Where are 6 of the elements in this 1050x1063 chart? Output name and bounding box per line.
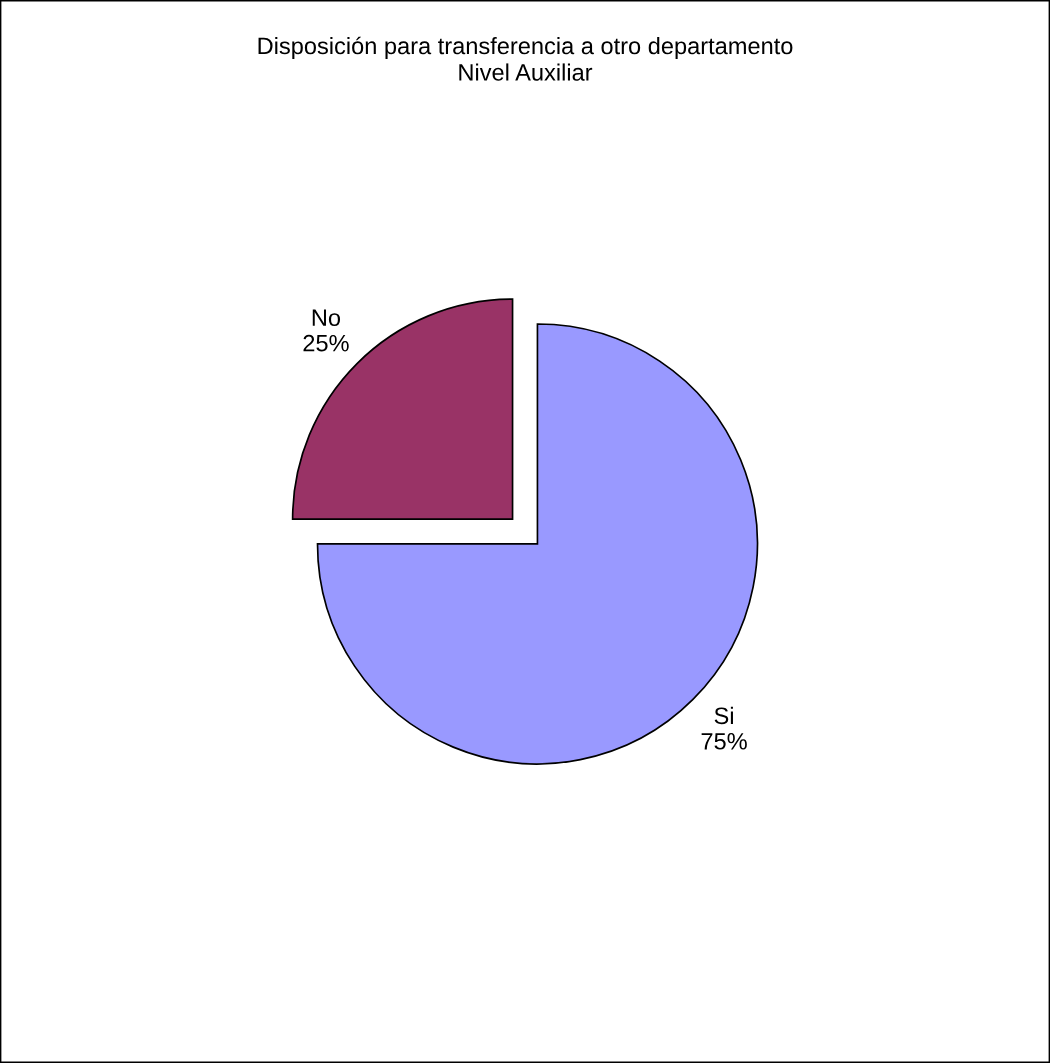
slice-label: No	[312, 309, 341, 327]
chart-title: Disposición para transferencia a otro departamento	[258, 36, 793, 59]
data-label: 75%	[701, 733, 747, 750]
data-label: 25%	[303, 334, 349, 352]
slice-label: Si	[714, 706, 733, 725]
chart-subtitle: Nivel Auxiliar	[459, 63, 593, 81]
